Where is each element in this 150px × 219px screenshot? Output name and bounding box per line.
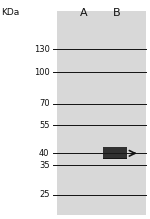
Text: KDa: KDa xyxy=(2,8,20,17)
Bar xyxy=(103,158,127,159)
Bar xyxy=(103,158,127,159)
Bar xyxy=(103,158,127,159)
Bar xyxy=(103,158,127,159)
Bar xyxy=(103,158,127,159)
Bar xyxy=(103,158,127,159)
Text: 40: 40 xyxy=(39,149,50,158)
Text: 55: 55 xyxy=(39,121,50,130)
Bar xyxy=(103,147,127,159)
Bar xyxy=(103,158,127,159)
Bar xyxy=(103,158,127,159)
Text: 100: 100 xyxy=(34,68,50,77)
FancyBboxPatch shape xyxy=(57,11,146,215)
Text: 35: 35 xyxy=(39,161,50,170)
Text: 70: 70 xyxy=(39,99,50,108)
Bar xyxy=(103,158,127,159)
Text: B: B xyxy=(113,8,121,18)
Text: 130: 130 xyxy=(34,44,50,54)
Text: 25: 25 xyxy=(39,190,50,199)
Text: A: A xyxy=(80,8,87,18)
Bar xyxy=(103,158,127,159)
Bar xyxy=(103,158,127,159)
